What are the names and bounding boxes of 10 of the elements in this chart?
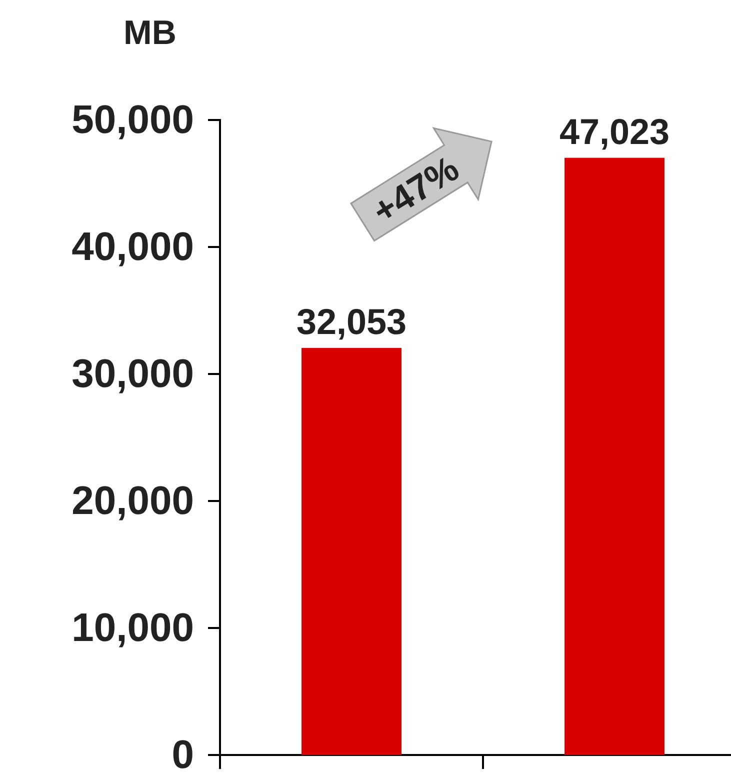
y-tick-label: 30,000 — [72, 352, 194, 396]
y-tick-label: 20,000 — [72, 478, 194, 523]
y-tick-label: 50,000 — [72, 98, 194, 142]
annotation: +47% — [365, 148, 466, 232]
data-label: 47,023 — [559, 110, 670, 152]
y-tick-label: 10,000 — [72, 606, 194, 650]
y-tick-label: 40,000 — [72, 224, 194, 269]
y-axis-title: MB — [124, 14, 176, 52]
y-tick-label: 0 — [172, 732, 194, 775]
data-label: 32,053 — [296, 300, 407, 342]
